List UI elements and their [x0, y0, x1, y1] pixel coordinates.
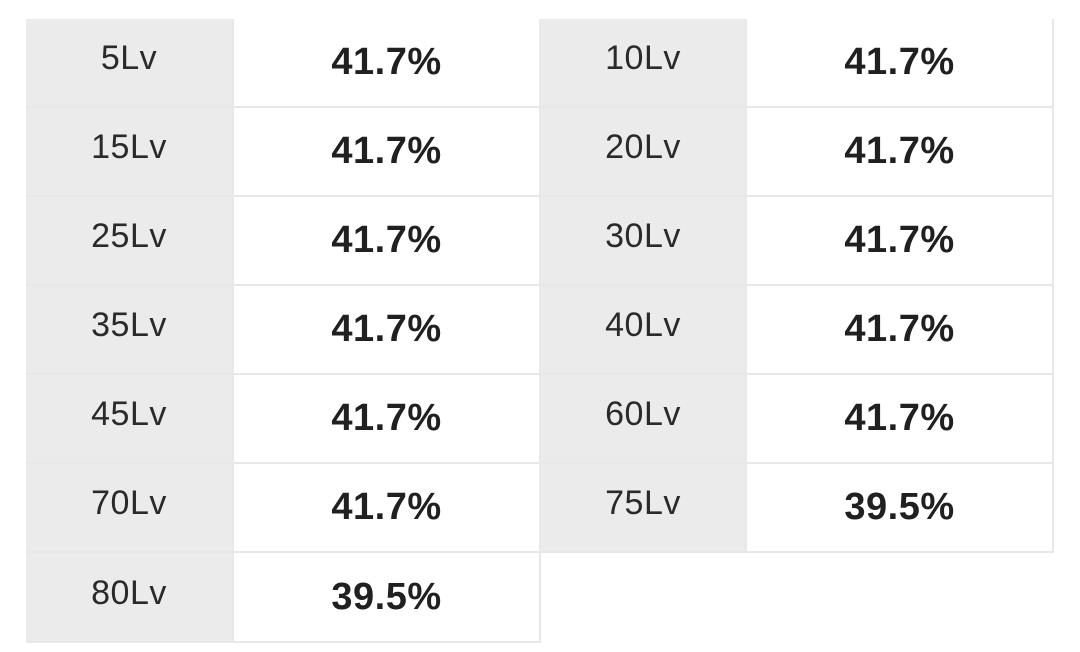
rate-value: 41.7% — [844, 219, 955, 261]
level-label: 70Lv — [91, 484, 167, 522]
rate-value: 41.7% — [844, 130, 955, 172]
rate-value-cell: 41.7% — [747, 19, 1054, 108]
rate-value-cell: 41.7% — [747, 197, 1054, 286]
rate-value: 41.7% — [331, 308, 442, 350]
level-label-cell: 5Lv — [26, 19, 234, 108]
level-label-cell: 35Lv — [26, 286, 234, 375]
level-label: 30Lv — [605, 217, 681, 255]
level-label: 60Lv — [605, 395, 681, 433]
level-label-cell: 60Lv — [541, 375, 747, 464]
level-label: 75Lv — [605, 484, 681, 522]
rate-value-cell: 41.7% — [747, 108, 1054, 197]
level-label: 5Lv — [100, 39, 158, 77]
rate-value: 41.7% — [331, 130, 442, 172]
level-label-cell: 75Lv — [541, 464, 747, 553]
rate-value-cell: 41.7% — [234, 375, 541, 464]
level-label: 80Lv — [91, 573, 167, 612]
level-label-cell: 20Lv — [541, 108, 747, 197]
rate-value: 41.7% — [844, 397, 955, 439]
level-label-cell: 80Lv — [26, 553, 234, 643]
rate-value-cell: 41.7% — [234, 286, 541, 375]
rate-value: 39.5% — [844, 486, 955, 528]
rate-value-cell: 41.7% — [747, 286, 1054, 375]
rate-value: 41.7% — [331, 486, 442, 528]
level-label: 15Lv — [91, 128, 167, 166]
level-label: 40Lv — [605, 306, 681, 344]
level-label-cell: 10Lv — [541, 19, 747, 108]
level-label: 10Lv — [605, 39, 681, 77]
rate-value-cell: 39.5% — [234, 553, 541, 643]
rate-value-cell: 41.7% — [234, 197, 541, 286]
level-label: 20Lv — [605, 128, 681, 166]
level-label-cell: 45Lv — [26, 375, 234, 464]
rate-value-cell: 39.5% — [747, 464, 1054, 553]
rate-value: 41.7% — [331, 397, 442, 439]
rate-value: 41.7% — [844, 41, 955, 83]
level-label-cell: 25Lv — [26, 197, 234, 286]
rate-value-cell: 41.7% — [234, 464, 541, 553]
level-label-cell: 70Lv — [26, 464, 234, 553]
rate-value: 41.7% — [331, 41, 442, 83]
level-label: 35Lv — [91, 306, 167, 344]
level-label-cell: 15Lv — [26, 108, 234, 197]
level-label-cell: 40Lv — [541, 286, 747, 375]
level-label-cell: 30Lv — [541, 197, 747, 286]
rate-value-cell: 41.7% — [747, 375, 1054, 464]
level-label: 25Lv — [91, 217, 167, 255]
rate-value-cell: 41.7% — [234, 108, 541, 197]
rate-value-cell: 41.7% — [234, 19, 541, 108]
rate-value: 41.7% — [844, 308, 955, 350]
level-label: 45Lv — [91, 395, 167, 433]
rate-value: 39.5% — [331, 575, 442, 618]
rate-value: 41.7% — [331, 219, 442, 261]
